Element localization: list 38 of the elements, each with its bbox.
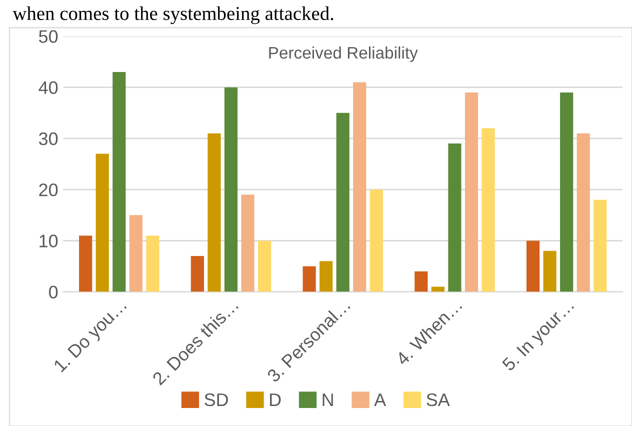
bar: [302, 266, 316, 292]
bar: [576, 133, 590, 292]
y-tick-label: 30: [38, 132, 58, 146]
bar: [258, 240, 272, 292]
text: when comes to the systembeing attacked.: [12, 6, 334, 24]
legend-label: A: [374, 394, 386, 406]
bar: [353, 82, 366, 292]
bar: [543, 250, 556, 292]
bar: [336, 112, 350, 292]
bar: [79, 236, 92, 292]
bar: [431, 286, 444, 292]
bar: [224, 87, 238, 292]
bar: [482, 128, 495, 292]
bar: [146, 236, 160, 292]
bar: [560, 92, 574, 292]
y-tick-label: 40: [38, 81, 58, 94]
y-tick-label: 10: [40, 234, 58, 248]
bar: [448, 144, 462, 292]
bar: [96, 154, 109, 292]
bar: [320, 261, 333, 292]
bar: [190, 256, 204, 292]
bar: [208, 133, 221, 292]
bar: [414, 271, 428, 292]
bar: [464, 92, 478, 292]
y-tick-label: 20: [39, 184, 58, 196]
legend-label: N: [322, 394, 333, 406]
y-tick-label: 0: [49, 286, 58, 299]
y-tick-label: 50: [38, 30, 58, 43]
bar: [594, 200, 607, 292]
bar: [241, 194, 254, 292]
text: Perceived Reliability: [269, 46, 418, 62]
legend-label: SA: [426, 393, 450, 406]
bar: [129, 215, 142, 292]
bar: [112, 72, 126, 292]
legend-label: D: [270, 394, 281, 406]
legend-label: SD: [204, 393, 228, 406]
bar: [370, 190, 383, 292]
bar: [526, 240, 540, 292]
